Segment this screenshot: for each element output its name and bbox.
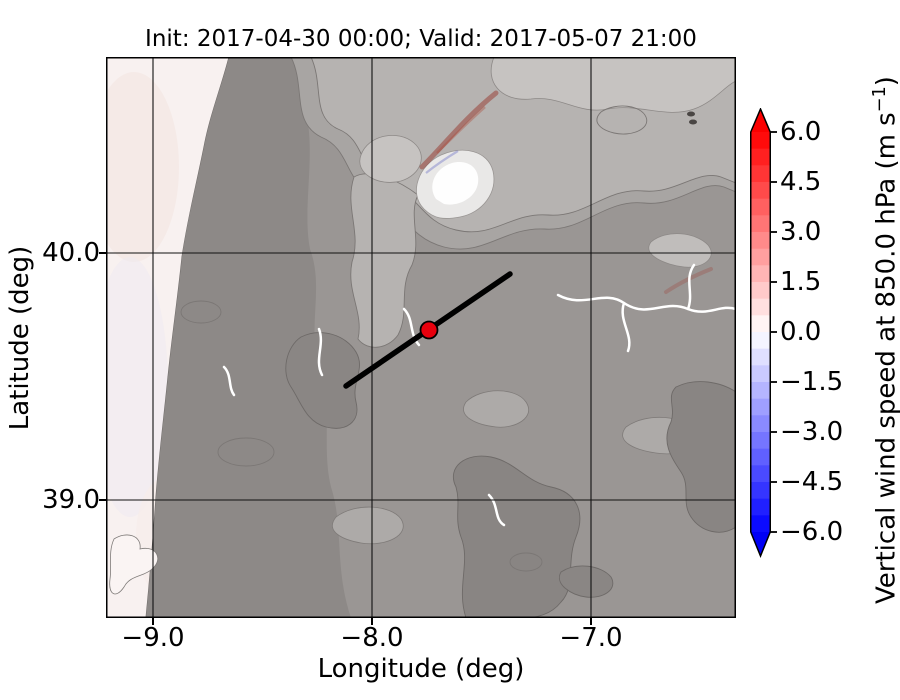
y-axis-label: Latitude (deg) [5,245,35,431]
colorbar-tick-label: 6.0 [780,117,822,147]
terrain-contours [145,57,736,618]
colorbar-tick-label: −4.5 [780,467,844,497]
colorbar-band [750,465,771,483]
x-tick-label: −8.0 [340,623,404,653]
colorbar-band [750,382,771,400]
colorbar-band [750,415,771,433]
colorbar-band [750,215,771,233]
colorbar-band [750,198,771,216]
colorbar-label: Vertical wind speed at 850.0 hPa (m s−1) [864,30,900,650]
colorbar-tick-label: 0.0 [780,317,822,347]
colorbar-band [750,298,771,316]
colorbar-band [750,282,771,300]
colorbar-over-arrow [750,109,771,132]
colorbar-band [750,148,771,166]
x-tick-mark [590,618,592,625]
colorbar-band [750,498,771,516]
axes-frame [106,57,736,618]
colorbar-label-text: Vertical wind speed at 850.0 hPa (m s [871,112,900,604]
colorbar-band [750,182,771,200]
colorbar-label-superscript: −1 [870,86,890,113]
colorbar-band [750,165,771,183]
y-tick-mark [99,499,106,501]
colorbar [750,108,777,558]
colorbar-tick-label: 3.0 [780,217,822,247]
map-plot-area [106,57,736,618]
y-tick-mark [99,252,106,254]
grid-lines [106,57,736,618]
colorbar-band [750,448,771,466]
x-tick-mark [371,618,373,625]
colorbar-band [750,365,771,383]
colorbar-band [750,232,771,250]
colorbar-band [750,432,771,450]
x-tick-label: −9.0 [121,623,185,653]
y-tick-label: 39.0 [42,485,100,515]
x-axis-label: Longitude (deg) [317,654,525,684]
plot-title: Init: 2017-04-30 00:00; Valid: 2017-05-0… [145,26,697,52]
colorbar-band [750,398,771,416]
colorbar-band [750,248,771,266]
colorbar-tick-label: −1.5 [780,367,844,397]
colorbar-band [750,132,771,150]
colorbar-tick-label: −6.0 [780,517,844,547]
colorbar-band [750,315,771,333]
colorbar-tick-label: 1.5 [780,267,822,297]
colorbar-tick-label: −3.0 [780,417,844,447]
estuary-patch [109,534,159,595]
colorbar-band [750,332,771,350]
x-tick-mark [152,618,154,625]
colorbar-band [750,515,771,533]
station-marker [419,320,439,340]
colorbar-band [750,348,771,366]
colorbar-band [750,482,771,500]
colorbar-tick-label: 4.5 [780,167,822,197]
colorbar-label-suffix: ) [871,76,900,87]
colorbar-band [750,265,771,283]
y-tick-label: 40.0 [42,238,100,268]
colorbar-under-arrow [750,532,771,556]
river-lines [222,263,736,527]
x-tick-label: −7.0 [559,623,623,653]
colorbar-bands [750,132,771,533]
